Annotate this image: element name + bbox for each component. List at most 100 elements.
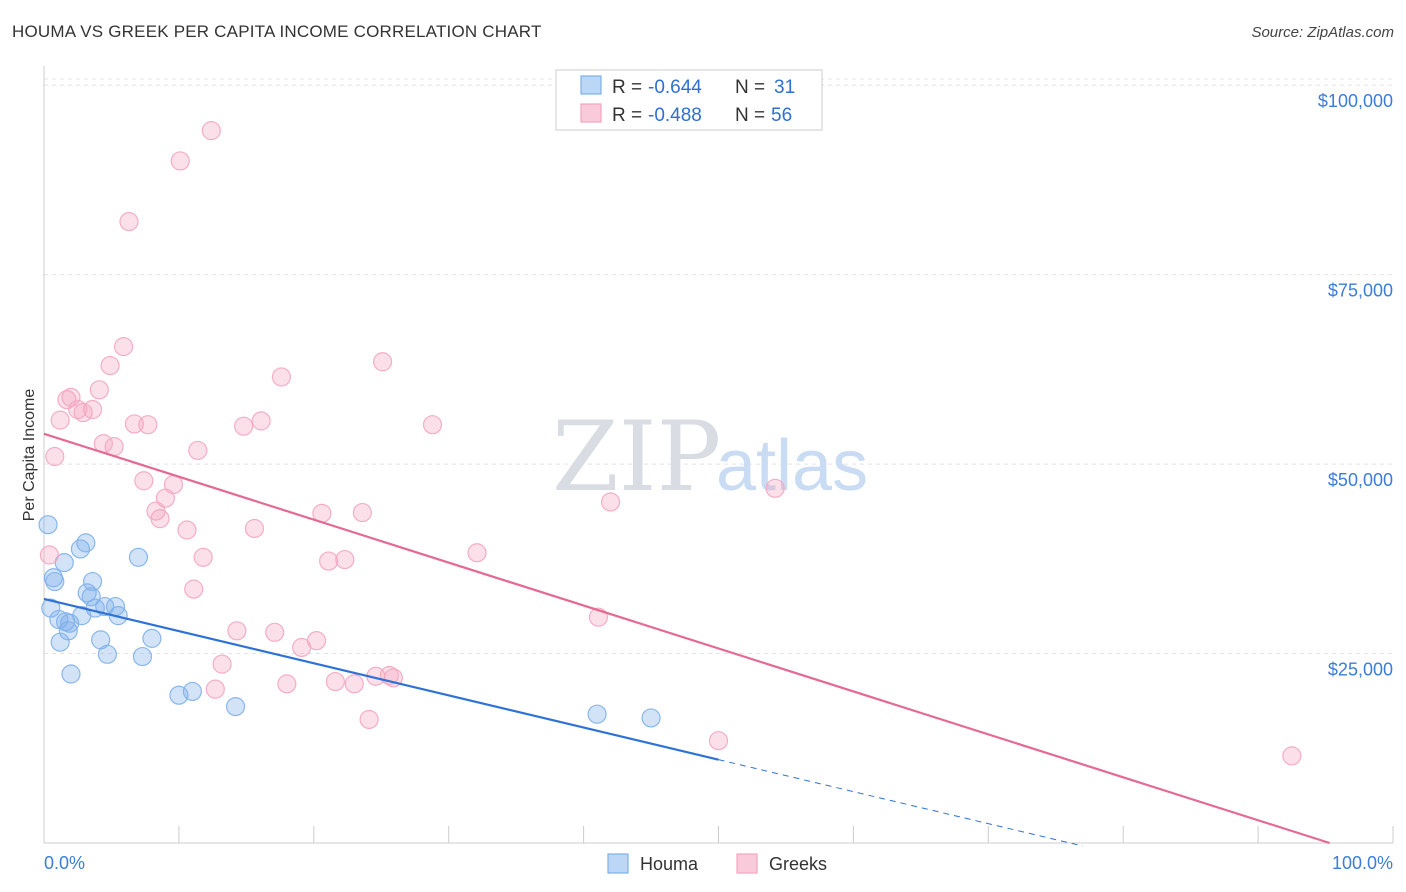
watermark: ZIP atlas bbox=[552, 401, 868, 513]
greeks-point bbox=[170, 151, 190, 171]
greeks-point bbox=[45, 446, 65, 467]
greeks-point bbox=[319, 551, 339, 571]
greeks-point bbox=[306, 631, 327, 651]
houma-point bbox=[95, 596, 115, 617]
houma-series-swatch bbox=[607, 853, 629, 874]
greeks-r-value: -0.488 bbox=[648, 105, 702, 126]
houma-point bbox=[58, 621, 78, 641]
greeks-point bbox=[372, 352, 393, 372]
houma-point bbox=[225, 696, 246, 717]
source-label: Source: ZipAtlas.com bbox=[1251, 24, 1394, 41]
greeks-point bbox=[68, 399, 88, 420]
greeks-point bbox=[113, 337, 134, 357]
greeks-point bbox=[265, 622, 285, 642]
houma-r-label: R = bbox=[612, 77, 642, 98]
houma-point bbox=[128, 547, 149, 567]
houma-point bbox=[81, 587, 101, 607]
houma-trend-extension bbox=[718, 759, 1083, 847]
greeks-n-value: 56 bbox=[771, 105, 792, 126]
greeks-point bbox=[163, 474, 184, 495]
greeks-point bbox=[212, 654, 232, 674]
y-tick-labels: $25,000 $50,000 $75,000 $100,000 bbox=[1318, 91, 1393, 679]
houma-point bbox=[60, 613, 80, 633]
houma-point bbox=[38, 515, 58, 535]
trend-lines bbox=[43, 432, 1330, 847]
houma-point bbox=[641, 708, 661, 728]
greeks-point bbox=[227, 621, 247, 641]
greeks-point bbox=[335, 549, 355, 570]
greeks-point bbox=[708, 731, 729, 751]
houma-series-label: Houma bbox=[640, 854, 699, 874]
gridlines bbox=[44, 78, 1393, 655]
greeks-point bbox=[138, 415, 158, 435]
houma-point bbox=[82, 571, 103, 592]
greeks-point bbox=[600, 492, 621, 512]
houma-point bbox=[587, 704, 607, 724]
houma-n-value: 31 bbox=[774, 77, 795, 98]
axes bbox=[43, 66, 1394, 844]
greeks-point bbox=[119, 211, 139, 232]
houma-point bbox=[182, 681, 202, 702]
greeks-point bbox=[39, 545, 59, 565]
greeks-series-swatch bbox=[736, 853, 758, 874]
houma-points bbox=[38, 515, 661, 728]
greeks-point bbox=[467, 543, 487, 563]
series-legend: Houma Greeks bbox=[607, 853, 827, 874]
greeks-point bbox=[277, 674, 297, 694]
y-tick-label: $75,000 bbox=[1328, 281, 1393, 301]
houma-point bbox=[132, 646, 153, 667]
y-axis-label: Per Capita Income bbox=[21, 389, 38, 522]
greeks-trend-line bbox=[43, 432, 1330, 845]
houma-point bbox=[142, 628, 162, 648]
greeks-point bbox=[271, 367, 292, 387]
greeks-point bbox=[359, 709, 379, 730]
greeks-point bbox=[193, 547, 213, 567]
greeks-point bbox=[352, 502, 372, 523]
greeks-point bbox=[188, 440, 208, 461]
y-tick-label: $25,000 bbox=[1328, 660, 1393, 680]
greeks-point bbox=[100, 355, 120, 376]
greeks-n-label: N = bbox=[735, 105, 765, 126]
watermark-zip: ZIP bbox=[552, 401, 721, 513]
greeks-series-label: Greeks bbox=[769, 854, 827, 874]
greeks-point bbox=[134, 471, 154, 491]
y-tick-label: $100,000 bbox=[1318, 91, 1393, 111]
houma-point bbox=[61, 664, 81, 684]
houma-point bbox=[70, 539, 91, 559]
houma-point bbox=[97, 644, 118, 664]
houma-point bbox=[45, 571, 65, 592]
greeks-point bbox=[205, 679, 225, 699]
greeks-point bbox=[244, 518, 265, 539]
greeks-point bbox=[82, 399, 103, 420]
greeks-point bbox=[184, 579, 204, 599]
greeks-r-label: R = bbox=[612, 105, 642, 126]
greeks-point bbox=[177, 520, 197, 540]
y-tick-label: $50,000 bbox=[1328, 470, 1393, 490]
watermark-atlas: atlas bbox=[716, 426, 868, 506]
greeks-point bbox=[251, 411, 271, 431]
greeks-point bbox=[201, 121, 221, 141]
stats-legend: R = -0.644 N = 31 R = -0.488 N = 56 bbox=[555, 69, 823, 131]
greeks-legend-swatch bbox=[580, 103, 602, 123]
greeks-point bbox=[234, 416, 254, 436]
houma-n-label: N = bbox=[735, 77, 765, 98]
houma-point bbox=[76, 533, 96, 553]
chart-title: HOUMA VS GREEK PER CAPITA INCOME CORRELA… bbox=[12, 22, 542, 41]
greeks-point bbox=[150, 509, 170, 529]
x-tick-label-max: 100.0% bbox=[1332, 853, 1393, 873]
greeks-point bbox=[422, 415, 443, 435]
greeks-point bbox=[124, 414, 144, 434]
greeks-point bbox=[325, 671, 345, 692]
greeks-point bbox=[765, 478, 785, 498]
x-tick-label-min: 0.0% bbox=[44, 853, 85, 873]
houma-legend-swatch bbox=[580, 75, 602, 95]
greeks-point bbox=[89, 380, 109, 400]
houma-r-value: -0.644 bbox=[648, 77, 702, 98]
houma-trend-line bbox=[43, 597, 719, 761]
greeks-point bbox=[61, 387, 81, 407]
greeks-points bbox=[39, 121, 1302, 766]
greeks-point bbox=[50, 410, 70, 430]
greeks-point bbox=[1282, 746, 1302, 766]
greeks-point bbox=[344, 674, 364, 694]
